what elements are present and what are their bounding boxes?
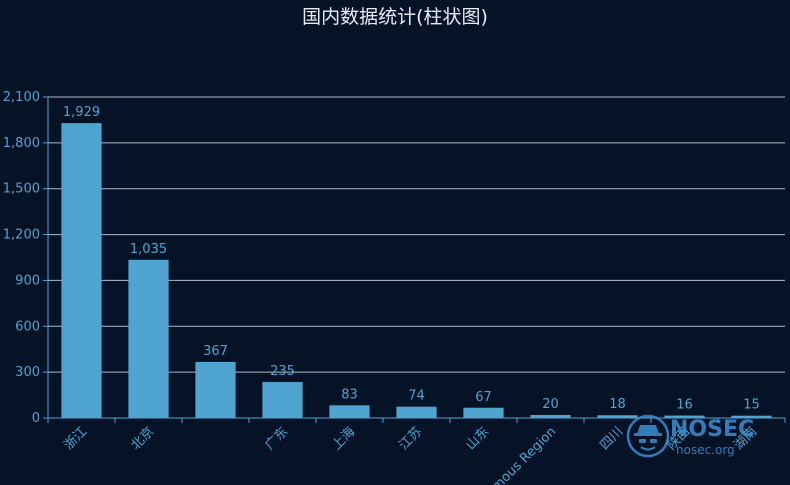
- bar-value-label: 83: [341, 387, 358, 402]
- watermark: NOSEC nosec.org: [626, 414, 776, 464]
- y-axis: 0 300 600 900 1,200 1,500 1,800 2,100: [3, 90, 49, 426]
- bar: [530, 414, 571, 418]
- bar-value-label: 16: [676, 398, 693, 413]
- bar: [128, 259, 169, 418]
- bar: [61, 123, 102, 418]
- watermark-url: nosec.org: [676, 443, 735, 457]
- x-tick-label: 山东: [463, 424, 492, 453]
- x-tick-label: 北京: [128, 424, 157, 453]
- bar: [195, 361, 236, 418]
- x-tick-label: 浙江: [61, 424, 90, 453]
- bar: [463, 407, 504, 418]
- y-tick-label: 600: [15, 319, 40, 334]
- bar-value-label: 18: [609, 397, 626, 412]
- bar-value-label: 74: [408, 389, 425, 404]
- bars: [61, 123, 772, 418]
- bar: [396, 406, 437, 418]
- x-tick-label: 四川: [597, 424, 626, 453]
- y-tick-label: 300: [15, 365, 40, 380]
- bar: [262, 382, 303, 418]
- x-tick-label: 江苏: [396, 424, 426, 454]
- grid-lines: [48, 96, 785, 373]
- bar-value-label: 1,929: [63, 105, 100, 120]
- x-tick-label: 广东: [262, 424, 291, 453]
- chart-title: 国内数据统计(柱状图): [302, 6, 488, 28]
- y-tick-label: 1,200: [3, 228, 40, 243]
- y-tick-label: 1,500: [3, 182, 40, 197]
- bar-value-label: 1,035: [130, 242, 167, 257]
- bar-value-label: 367: [203, 344, 228, 359]
- x-tick-label: ...mous Region: [480, 424, 559, 485]
- data-labels: 1,929 1,035 367 235 83 74 67 20 18 16 15: [63, 105, 760, 413]
- y-tick-label: 1,800: [3, 136, 40, 151]
- bar: [597, 415, 638, 418]
- x-tick-label: 上海: [329, 424, 358, 453]
- spy-icon: [626, 414, 670, 458]
- bar-value-label: 235: [270, 364, 295, 379]
- y-tick-label: 2,100: [3, 90, 40, 105]
- bar-value-label: 67: [475, 390, 492, 405]
- bar-value-label: 15: [743, 398, 760, 413]
- y-tick-label: 0: [32, 411, 40, 426]
- watermark-name: NOSEC: [670, 417, 755, 442]
- bar: [329, 405, 370, 418]
- y-tick-label: 900: [15, 273, 40, 288]
- bar-value-label: 20: [542, 397, 559, 412]
- bar: [664, 415, 705, 418]
- bar: [731, 415, 772, 418]
